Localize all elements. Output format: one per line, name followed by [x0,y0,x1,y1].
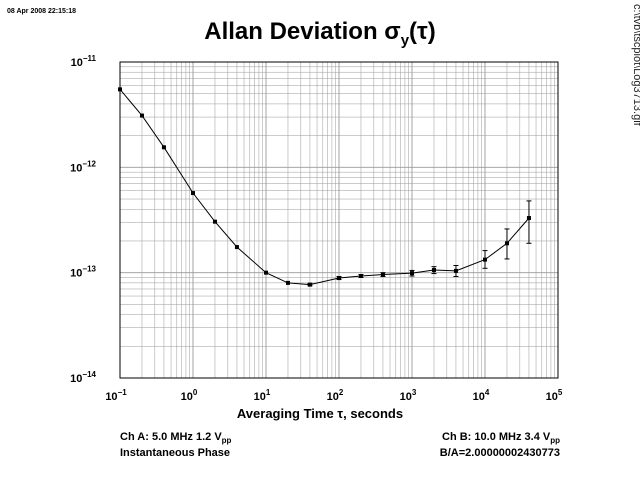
data-point [380,272,385,277]
data-point [212,219,217,224]
y-tick-label: 10−12 [70,159,96,174]
chart-title: Allan Deviation σy(τ) [0,18,640,49]
channel-b-info: Ch B: 10.0 MHz 3.4 Vpp B/A=2.00000002430… [440,431,560,460]
x-tick-label: 102 [327,388,344,403]
data-point [483,257,487,262]
data-point [410,271,414,276]
x-tick-label: 101 [254,388,271,403]
y-tick-label: 10−13 [70,265,96,280]
x-tick-label: 100 [181,388,198,403]
channel-a-sub: pp [221,436,232,446]
file-path-text: c:\tvb\tscplot\Log3713.gif [631,4,640,127]
channel-a-info: Ch A: 5.0 MHz 1.2 Vpp Instantaneous Phas… [120,431,231,460]
channel-a-mode: Instantaneous Phase [120,447,231,460]
data-point [139,113,144,118]
x-axis-label: Averaging Time τ, seconds [236,406,404,421]
x-tick-label: 105 [546,388,563,403]
y-tick-label: 10−11 [71,54,97,69]
data-point [358,273,363,278]
channel-a-text: Ch A: 5.0 MHz 1.2 V [120,431,222,443]
channel-b-line: Ch B: 10.0 MHz 3.4 Vpp [440,431,560,447]
data-point [431,268,436,273]
x-tick-label: 103 [400,388,417,403]
data-point [264,270,268,275]
data-point [118,87,122,92]
x-tick-label: 104 [473,388,490,403]
data-line [119,88,530,286]
data-point [526,216,531,221]
chart-title-text: Allan Deviation σy(τ) [204,18,436,49]
y-tick-label: 10−14 [70,370,96,385]
data-point [337,275,341,280]
data-point [191,191,195,196]
data-point [285,280,290,285]
x-tick-label: 10−1 [105,388,127,403]
timestamp: 08 Apr 2008 22:15:18 [7,8,77,15]
data-point [504,241,509,246]
ratio-text: B/A=2.00000002430773 [439,447,560,460]
data-point [161,145,166,150]
data-point [307,282,312,287]
file-path-label: c:\tvb\tscplot\Log3713.gif [631,4,640,127]
channel-b-text: Ch B: 10.0 MHz 3.4 V [442,431,551,443]
channel-a-line: Ch A: 5.0 MHz 1.2 Vpp [120,431,231,447]
plot-frame [119,61,559,379]
data-point [453,268,458,273]
data-point [234,245,239,250]
channel-b-sub: pp [550,436,560,446]
